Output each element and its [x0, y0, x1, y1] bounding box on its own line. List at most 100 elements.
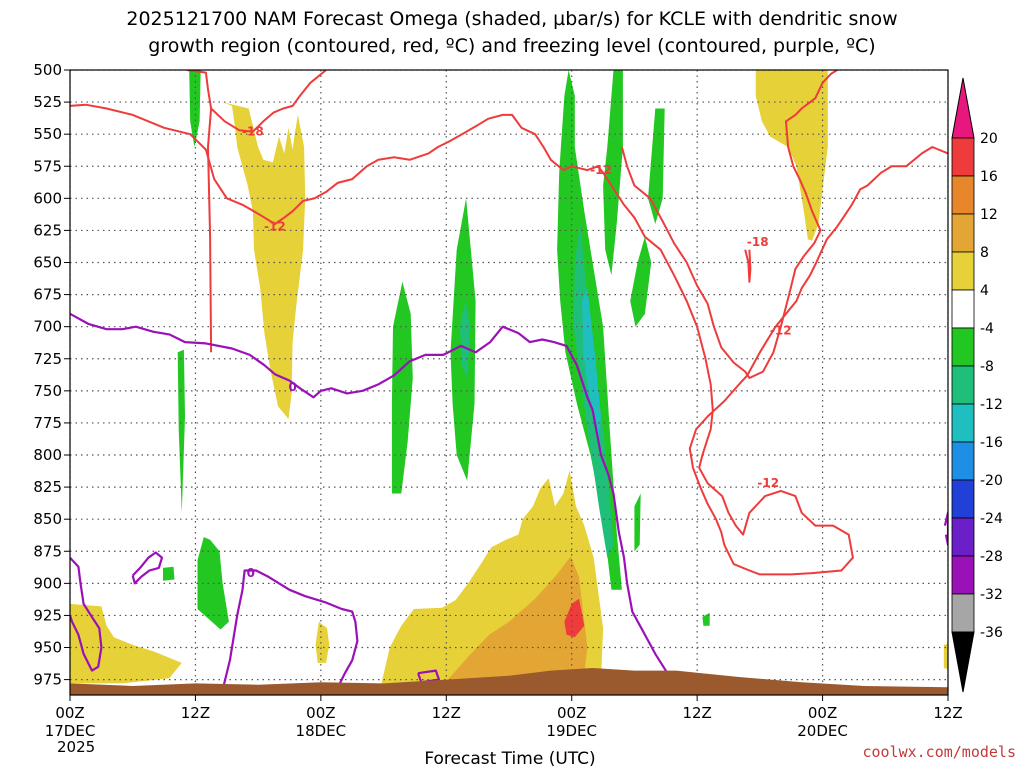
shade-cyan-a [582, 288, 601, 443]
contour-label: -12 [264, 220, 286, 234]
colorbar-swatch [951, 137, 975, 177]
contour-label: -12 [590, 163, 612, 177]
y-tick-label: 975 [33, 671, 62, 689]
colorbar-label: -24 [980, 511, 1003, 527]
y-tick-label: 725 [33, 350, 62, 368]
credit-label: coolwx.com/models [862, 743, 1016, 761]
shade-warm-core [442, 556, 588, 686]
contour-freezing-line-low [222, 569, 359, 693]
colorbar-swatch [951, 555, 975, 595]
shade-green-h [603, 70, 623, 276]
colorbar-label: -12 [980, 397, 1003, 413]
y-tick-label: 850 [33, 510, 62, 528]
y-tick-label: 750 [33, 382, 62, 400]
year-label: 2025 [57, 738, 95, 756]
shade-green-j [648, 108, 665, 224]
y-tick-label: 600 [33, 189, 62, 207]
x-tick-label: 00Z [306, 704, 335, 722]
contour-label: -18 [747, 235, 769, 249]
colorbar-swatch [951, 289, 975, 329]
contour-label: 0 [288, 380, 296, 394]
y-tick-label: 925 [33, 606, 62, 624]
colorbar-label: 16 [980, 169, 998, 185]
shade-teal-a [459, 301, 471, 378]
y-axis: 500 525 550 575 600 625 650 675 700 725 750 775 800 8… [33, 61, 70, 689]
colorbar-swatch [951, 441, 975, 481]
contour-dgz-minus18-right [620, 70, 838, 379]
colorbar-swatch [951, 175, 975, 215]
colorbar-cap-top [951, 77, 975, 139]
x-tick-label: 12Z [682, 704, 711, 722]
colorbar-label: -36 [980, 625, 1003, 641]
x-date-label: 20DEC [797, 722, 848, 740]
x-tick-label: 12Z [933, 704, 962, 722]
colorbar-label: -4 [980, 321, 994, 337]
colorbar-swatch [951, 327, 975, 367]
contour-freezing-line-left [70, 556, 103, 672]
plot-area: -18 -12 -12 -18 -12 -12 0 0 [69, 69, 949, 696]
colorbar-label: 4 [980, 283, 989, 299]
shade-green-k [634, 493, 641, 552]
chart-title-line1: 2025121700 NAM Forecast Omega (shaded, µ… [126, 8, 897, 30]
y-tick-label: 775 [33, 414, 62, 432]
shade-right-edge-blob [943, 643, 948, 670]
chart-title-line2: growth region (contoured, red, ºC) and f… [148, 35, 875, 57]
contour-label: -12 [757, 476, 779, 490]
x-date-label: 18DEC [296, 722, 347, 740]
contour-label: -18 [242, 125, 264, 139]
colorbar-swatch [951, 213, 975, 253]
y-tick-label: 700 [33, 318, 62, 336]
x-date-label: 17DEC [45, 722, 96, 740]
contour-label: -12 [770, 324, 792, 338]
contour-freezing-right-edge [943, 511, 948, 546]
colorbar-label: -20 [980, 473, 1003, 489]
contour-freezing-loop-a [131, 551, 164, 585]
colorbar-swatch [951, 479, 975, 519]
contour-dgz-minus18-hook [744, 249, 752, 283]
y-tick-label: 675 [33, 286, 62, 304]
x-tick-label: 00Z [55, 704, 84, 722]
shade-green-d [163, 566, 175, 581]
x-tick-label: 12Z [181, 704, 210, 722]
colorbar-label: 12 [980, 207, 998, 223]
y-tick-label: 650 [33, 254, 62, 272]
shade-green-e [391, 281, 413, 494]
terrain-surface [70, 668, 948, 695]
shade-green-l [702, 612, 710, 626]
contour-label: 0 [247, 566, 255, 580]
shade-hot-core [564, 598, 585, 638]
colorbar-label: 20 [980, 131, 998, 147]
y-tick-label: 800 [33, 446, 62, 464]
colorbar-swatch [951, 365, 975, 405]
contour-freezing-line-main [70, 312, 685, 695]
contour-dgz-minus18-mid [207, 108, 213, 353]
colorbar-label: -28 [980, 549, 1003, 565]
shade-green-i [630, 236, 652, 327]
shade-green-b [177, 349, 185, 513]
colorbar-label: 8 [980, 245, 989, 261]
x-tick-label: 12Z [432, 704, 461, 722]
colorbar-label: -32 [980, 587, 1003, 603]
y-tick-label: 825 [33, 478, 62, 496]
shade-upper-right [755, 70, 828, 241]
x-tick-label: 00Z [557, 704, 586, 722]
x-tick-label: 00Z [808, 704, 837, 722]
plot-frame [69, 69, 949, 696]
y-tick-label: 900 [33, 574, 62, 592]
y-tick-label: 875 [33, 542, 62, 560]
y-tick-label: 950 [33, 639, 62, 657]
y-tick-label: 625 [33, 221, 62, 239]
y-tick-label: 550 [33, 125, 62, 143]
x-axis-label: Forecast Time (UTC) [424, 749, 595, 768]
y-tick-label: 525 [33, 93, 62, 111]
colorbar: 20 16 12 8 4 -4 -8 -12 -16 -20 -24 -28 -32 -36 [951, 77, 1003, 693]
colorbar-swatch [951, 251, 975, 291]
x-date-label: 19DEC [546, 722, 597, 740]
colorbar-label: -8 [980, 359, 994, 375]
plot-content: -18 -12 -12 -18 -12 -12 0 0 [70, 70, 948, 695]
contour-dgz-minus12 [70, 103, 948, 576]
colorbar-swatch [951, 517, 975, 557]
colorbar-label: -16 [980, 435, 1003, 451]
